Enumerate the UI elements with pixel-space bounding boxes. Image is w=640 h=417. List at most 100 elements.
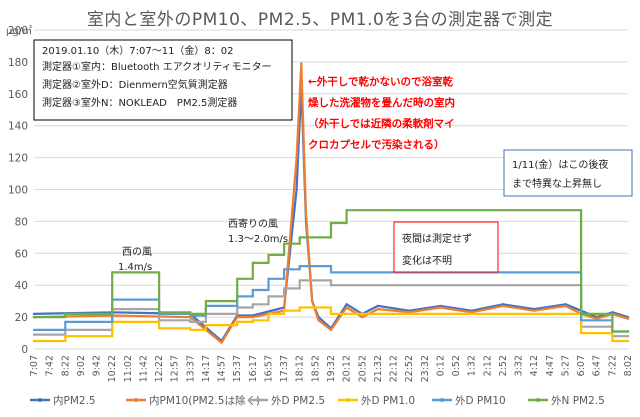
y-tick-3: 60 <box>15 248 28 260</box>
right-note-box: 1/11(金）はこの後夜 まで特異な上昇無し <box>503 149 633 197</box>
x-tick-25: 23:32 <box>420 355 431 382</box>
series-5-point-2 <box>64 312 67 316</box>
night-note-box: 夜間は測定せず 変化は不明 <box>393 221 499 273</box>
series-5-point-15 <box>267 261 270 265</box>
series-5-point-0 <box>32 315 36 319</box>
series-2-point-8 <box>189 320 192 324</box>
night-note-line1: 夜間は測定せず <box>402 232 472 245</box>
series-2-point-19 <box>298 287 301 290</box>
x-tick-22: 21:32 <box>373 355 384 382</box>
y-tick-2: 40 <box>15 280 28 292</box>
wind-annotation-1-line1: 西の風 <box>122 246 152 258</box>
series-3-point-24 <box>579 331 583 335</box>
info-line-2: 測定器①室内：Bluetooth エアクオリティモニター <box>42 60 272 73</box>
series-1-point-10 <box>311 299 314 303</box>
x-tick-24: 22:52 <box>404 355 415 382</box>
series-3-point-15 <box>267 319 270 322</box>
series-3-point-2 <box>64 335 67 338</box>
series-0-point-0 <box>32 312 36 316</box>
series-4-point-1 <box>64 328 67 332</box>
legend-marker-0 <box>38 398 42 402</box>
x-tick-16: 17:37 <box>279 355 290 382</box>
wind-annotation-1-line2: 1.4m/s <box>118 262 152 273</box>
series-1-point-20 <box>533 309 536 312</box>
legend-label-2: 外D PM2.5 <box>271 395 325 407</box>
y-tick-7: 140 <box>8 121 28 133</box>
info-line-1: 2019.01.10（木）7:07〜11（金）8：02 <box>42 44 234 57</box>
series-3-point-18 <box>282 309 286 312</box>
x-tick-33: 4:47 <box>545 355 556 376</box>
series-5-point-19 <box>298 242 301 245</box>
x-tick-37: 7:22 <box>607 355 618 376</box>
series-5-point-28 <box>611 330 614 333</box>
series-line-0 <box>33 84 629 343</box>
y-tick-4: 80 <box>15 216 28 228</box>
legend-marker-3 <box>346 398 350 402</box>
series-line-5 <box>34 209 628 333</box>
series-5-point-11 <box>236 299 239 303</box>
series-3-point-16 <box>267 312 270 316</box>
series-0-point-15 <box>376 304 380 308</box>
series-5-point-12 <box>236 277 239 280</box>
series-2-point-20 <box>298 279 301 282</box>
legend-label-4: 外D PM10 <box>455 395 506 407</box>
chart-title: 室内と室外のPM10、PM2.5、PM1.0を3台の測定器で測定 <box>86 10 554 30</box>
x-tick-38: 8:02 <box>623 355 634 376</box>
series-3-point-22 <box>329 312 333 316</box>
red-note-line3: （外干しでは近隣の柔軟剤マイ <box>308 117 455 130</box>
series-3-point-12 <box>236 320 239 324</box>
y-unit-label: μg/㎥ <box>6 26 33 37</box>
series-4-point-19 <box>298 268 301 271</box>
series-4-point-22 <box>329 271 333 274</box>
x-tick-13: 15:37 <box>232 355 243 382</box>
x-tick-15: 16:57 <box>263 355 274 382</box>
x-tick-30: 2:52 <box>498 355 509 376</box>
series-3-point-8 <box>189 328 192 332</box>
series-3-point-21 <box>329 306 333 309</box>
series-5-point-3 <box>111 312 114 316</box>
wind-annotation-2-line2: 1.3〜2.0m/s <box>228 234 288 245</box>
y-tick-labels: 0 20 40 60 80 100 120 140 160 180 200 <box>8 25 28 356</box>
x-tick-2: 8:22 <box>60 355 71 376</box>
info-line-3: 測定器②室外D：Dienmern空気質測定器 <box>42 78 228 91</box>
series-3-point-20 <box>298 306 301 309</box>
y-tick-9: 180 <box>8 57 28 69</box>
series-5-point-6 <box>157 311 161 314</box>
x-tick-29: 2:12 <box>482 355 493 376</box>
series-4-point-16 <box>267 277 270 280</box>
series-5-point-10 <box>204 299 208 303</box>
y-tick-8: 160 <box>8 89 28 101</box>
series-4-point-24 <box>579 319 583 322</box>
series-1-point-14 <box>361 315 364 319</box>
x-tick-labels: 7:07 7:42 8:22 9:02 9:42 10:22 11:02 11:42 12:22… <box>29 355 634 382</box>
series-2-point-13 <box>251 306 254 309</box>
night-note-line2: 変化は不明 <box>402 254 452 267</box>
series-1-point-11 <box>317 319 320 322</box>
x-tick-32: 4:12 <box>529 355 540 376</box>
x-tick-9: 12:57 <box>170 355 181 382</box>
series-4-point-17 <box>282 277 286 280</box>
series-2-point-14 <box>251 303 254 306</box>
series-2-point-9 <box>204 320 208 324</box>
series-1-point-21 <box>564 304 567 308</box>
series-5-point-21 <box>329 236 333 239</box>
series-5-point-22 <box>329 221 333 225</box>
info-line-4: 測定器③室外N：NOKLEAD PM2.5測定器 <box>42 96 237 109</box>
series-3-point-3 <box>111 335 114 338</box>
series-4-point-15 <box>267 288 270 292</box>
series-2-point-22 <box>329 284 333 287</box>
x-tick-6: 11:02 <box>123 355 134 382</box>
series-5-point-14 <box>251 261 254 265</box>
legend-marker-2 <box>256 398 260 402</box>
series-4-point-13 <box>251 295 254 298</box>
series-3-point-1 <box>64 339 67 343</box>
series-5-point-24 <box>345 209 348 212</box>
y-tick-5: 100 <box>8 185 28 197</box>
x-tick-26: 0:12 <box>435 355 446 376</box>
series-3-point-5 <box>157 320 161 324</box>
series-1-point-4 <box>236 315 239 319</box>
series-0-point-13 <box>345 303 348 306</box>
series-2-point-11 <box>236 312 239 316</box>
x-tick-3: 9:02 <box>76 355 87 376</box>
